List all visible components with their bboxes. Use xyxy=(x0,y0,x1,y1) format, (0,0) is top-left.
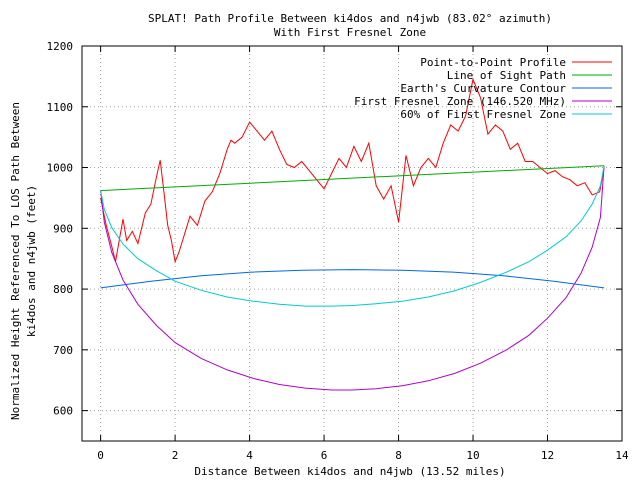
y-tick-label: 900 xyxy=(53,222,73,235)
series-line-2 xyxy=(100,269,605,289)
legend-label-0: Point-to-Point Profile xyxy=(420,56,566,69)
x-tick-label: 12 xyxy=(541,449,554,462)
legend-label-1: Line of Sight Path xyxy=(447,69,566,82)
series-group xyxy=(100,77,605,391)
y-tick-label: 1000 xyxy=(47,162,74,175)
legend-label-2: Earth's Curvature Contour xyxy=(400,82,566,95)
series-line-4 xyxy=(100,165,605,307)
series-line-0 xyxy=(100,77,605,264)
y-tick-label: 1200 xyxy=(47,40,74,53)
series-line-3 xyxy=(100,165,605,391)
x-tick-label: 8 xyxy=(395,449,402,462)
y-tick-label: 600 xyxy=(53,405,73,418)
x-tick-label: 10 xyxy=(466,449,479,462)
y-tick-label: 1100 xyxy=(47,101,74,114)
x-axis-label: Distance Between ki4dos and n4jwb (13.52… xyxy=(194,465,505,478)
x-tick-label: 6 xyxy=(321,449,328,462)
chart-subtitle: With First Fresnel Zone xyxy=(274,26,426,39)
chart-title: SPLAT! Path Profile Between ki4dos and n… xyxy=(148,12,552,25)
x-tick-label: 2 xyxy=(172,449,179,462)
legend-label-4: 60% of First Fresnel Zone xyxy=(400,108,566,121)
x-tick-label: 14 xyxy=(615,449,629,462)
legend-label-3: First Fresnel Zone (146.520 MHz) xyxy=(354,95,566,108)
x-tick-label: 0 xyxy=(97,449,104,462)
y-axis-label-line1: Normalized Height Referenced To LOS Path… xyxy=(9,102,22,420)
x-tick-label: 4 xyxy=(246,449,253,462)
series-line-1 xyxy=(100,165,605,192)
y-tick-label: 700 xyxy=(53,344,73,357)
y-axis-label-line2: ki4dos and n4jwb (feet) xyxy=(25,185,38,337)
plot-frame xyxy=(81,45,623,442)
ticks: 0 2 4 6 8 10 12 14 600 700 800 900 1000 1100 1200 xyxy=(47,40,629,462)
y-tick-label: 800 xyxy=(53,283,73,296)
